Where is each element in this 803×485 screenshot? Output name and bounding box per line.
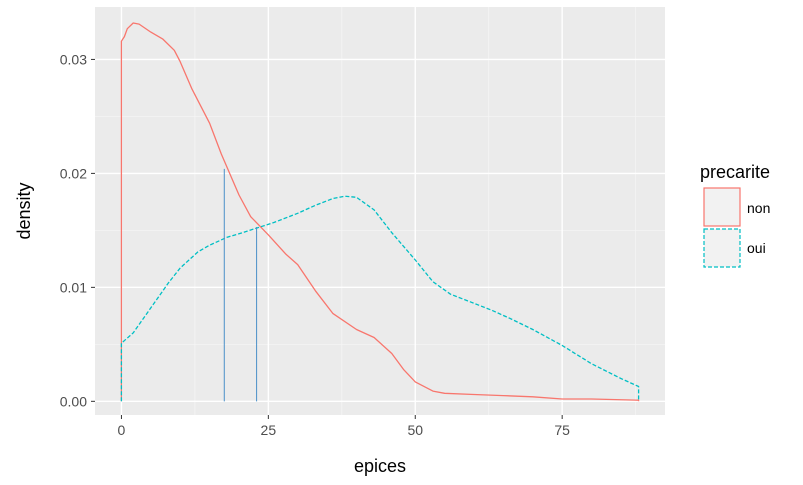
- legend-key-non: [703, 187, 741, 227]
- grid-minor: [95, 7, 665, 415]
- y-axis-title: density: [14, 182, 34, 239]
- density-line-oui: [120, 195, 640, 402]
- x-tick-label: 75: [554, 422, 570, 438]
- density-line-non: [120, 22, 640, 402]
- legend-key-oui: [703, 228, 741, 268]
- legend-title: precarite: [700, 162, 770, 182]
- y-tick-label: 0.00: [60, 393, 87, 409]
- plot-panel: [95, 7, 665, 415]
- y-tick-label: 0.01: [60, 279, 87, 295]
- y-tick-label: 0.02: [60, 165, 87, 181]
- reference-lines: [223, 168, 258, 402]
- legend-label-non: non: [747, 200, 770, 216]
- x-axis-ticks: 0 25 50 75: [118, 415, 570, 438]
- y-axis-ticks: 0.00 0.01 0.02 0.03: [60, 51, 95, 409]
- legend: precarite non oui: [700, 162, 770, 268]
- x-axis-title: epices: [354, 456, 406, 476]
- grid-major: [95, 7, 665, 415]
- x-tick-label: 0: [118, 422, 126, 438]
- series-layer: [120, 22, 640, 402]
- x-tick-label: 25: [261, 422, 277, 438]
- y-tick-label: 0.03: [60, 51, 87, 67]
- x-tick-label: 50: [407, 422, 423, 438]
- legend-label-oui: oui: [747, 240, 766, 256]
